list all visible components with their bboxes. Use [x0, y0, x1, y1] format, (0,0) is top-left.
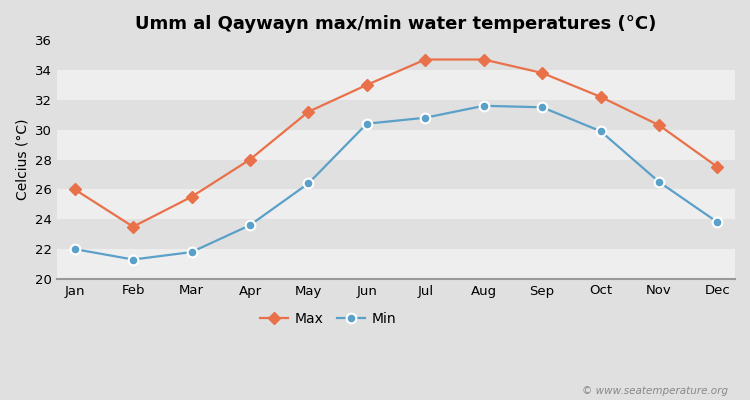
Title: Umm al Qaywayn max/min water temperatures (°C): Umm al Qaywayn max/min water temperature…	[135, 15, 657, 33]
Max	[362, 82, 371, 87]
Min	[596, 129, 605, 134]
Max	[70, 187, 80, 192]
Max	[596, 94, 605, 99]
Bar	[57, 130, 735, 160]
Max	[187, 194, 196, 199]
Max	[245, 157, 254, 162]
Bar	[57, 100, 735, 130]
Line: Max: Max	[70, 55, 722, 231]
Bar	[57, 249, 735, 279]
Bar	[57, 160, 735, 189]
Y-axis label: Celcius (°C): Celcius (°C)	[15, 119, 29, 200]
Text: © www.seatemperature.org: © www.seatemperature.org	[581, 386, 728, 396]
Min	[538, 105, 547, 110]
Min	[128, 257, 137, 262]
Bar	[57, 40, 735, 70]
Max	[479, 57, 488, 62]
Min	[479, 103, 488, 108]
Min	[421, 115, 430, 120]
Min	[713, 220, 722, 225]
Max	[713, 164, 722, 169]
Bar	[57, 189, 735, 219]
Max	[538, 70, 547, 75]
Min	[304, 181, 313, 186]
Min	[187, 250, 196, 254]
Max	[421, 57, 430, 62]
Legend: Max, Min: Max, Min	[254, 306, 402, 332]
Line: Min: Min	[70, 101, 722, 264]
Min	[70, 247, 80, 252]
Bar	[57, 70, 735, 100]
Max	[655, 123, 664, 128]
Max	[128, 224, 137, 229]
Min	[362, 121, 371, 126]
Min	[655, 180, 664, 184]
Bar	[57, 219, 735, 249]
Min	[245, 223, 254, 228]
Max	[304, 109, 313, 114]
